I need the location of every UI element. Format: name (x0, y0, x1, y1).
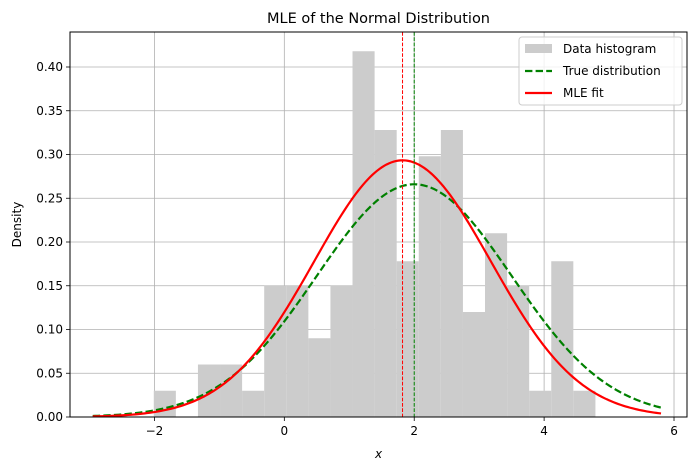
histogram-bar (153, 390, 176, 417)
histogram-bar (220, 364, 243, 417)
histogram-bar (330, 285, 353, 417)
histogram-bar (352, 51, 375, 417)
ticks: −2 0 2 4 6 0.00 0.05 0.10 0.15 0.20 0.25 0.30 0.35 0.… (36, 60, 678, 438)
histogram-bar (286, 285, 309, 417)
y-tick-label: 0.00 (36, 410, 63, 424)
x-tick-label: 4 (540, 424, 548, 438)
legend-swatch-histogram (525, 44, 552, 53)
x-tick-label: 6 (670, 424, 678, 438)
y-tick-label: 0.15 (36, 279, 63, 293)
y-tick-label: 0.30 (36, 148, 63, 162)
y-tick-label: 0.25 (36, 191, 63, 205)
x-tick-label: −2 (146, 424, 164, 438)
y-axis-label: Density (10, 202, 24, 248)
chart-title: MLE of the Normal Distribution (267, 11, 490, 27)
histogram-bar (507, 285, 530, 417)
y-tick-label: 0.05 (36, 366, 63, 380)
histogram-bar (242, 390, 265, 417)
histogram-bar (440, 130, 463, 417)
legend-label-histogram: Data histogram (563, 42, 656, 56)
mean-lines (402, 32, 415, 417)
histogram-bar (551, 261, 574, 417)
plot-frame (69, 31, 688, 418)
legend: Data histogram True distribution MLE fit (518, 36, 683, 106)
x-tick-label: 2 (410, 424, 418, 438)
histogram-bar (573, 390, 596, 417)
legend-label-true: True distribution (562, 64, 661, 78)
histogram-bar (396, 261, 419, 417)
histogram-bar (418, 156, 441, 417)
true-distribution-line (92, 183, 662, 418)
y-tick-label: 0.35 (36, 104, 63, 118)
histogram-bar (462, 312, 486, 417)
x-tick-label: 0 (281, 424, 289, 438)
histogram-bar (264, 285, 287, 417)
x-axis-label: x (374, 447, 383, 461)
legend-label-mle: MLE fit (563, 86, 604, 100)
histogram-bar (308, 338, 331, 417)
y-tick-label: 0.10 (36, 323, 63, 337)
y-tick-label: 0.40 (36, 60, 63, 74)
y-tick-label: 0.20 (36, 235, 63, 249)
legend-box (518, 36, 683, 106)
mle-fit-line (92, 159, 662, 418)
curves (92, 159, 662, 418)
histogram-bar (374, 130, 397, 417)
histogram-bar (485, 233, 508, 417)
histogram-bar (529, 390, 552, 417)
